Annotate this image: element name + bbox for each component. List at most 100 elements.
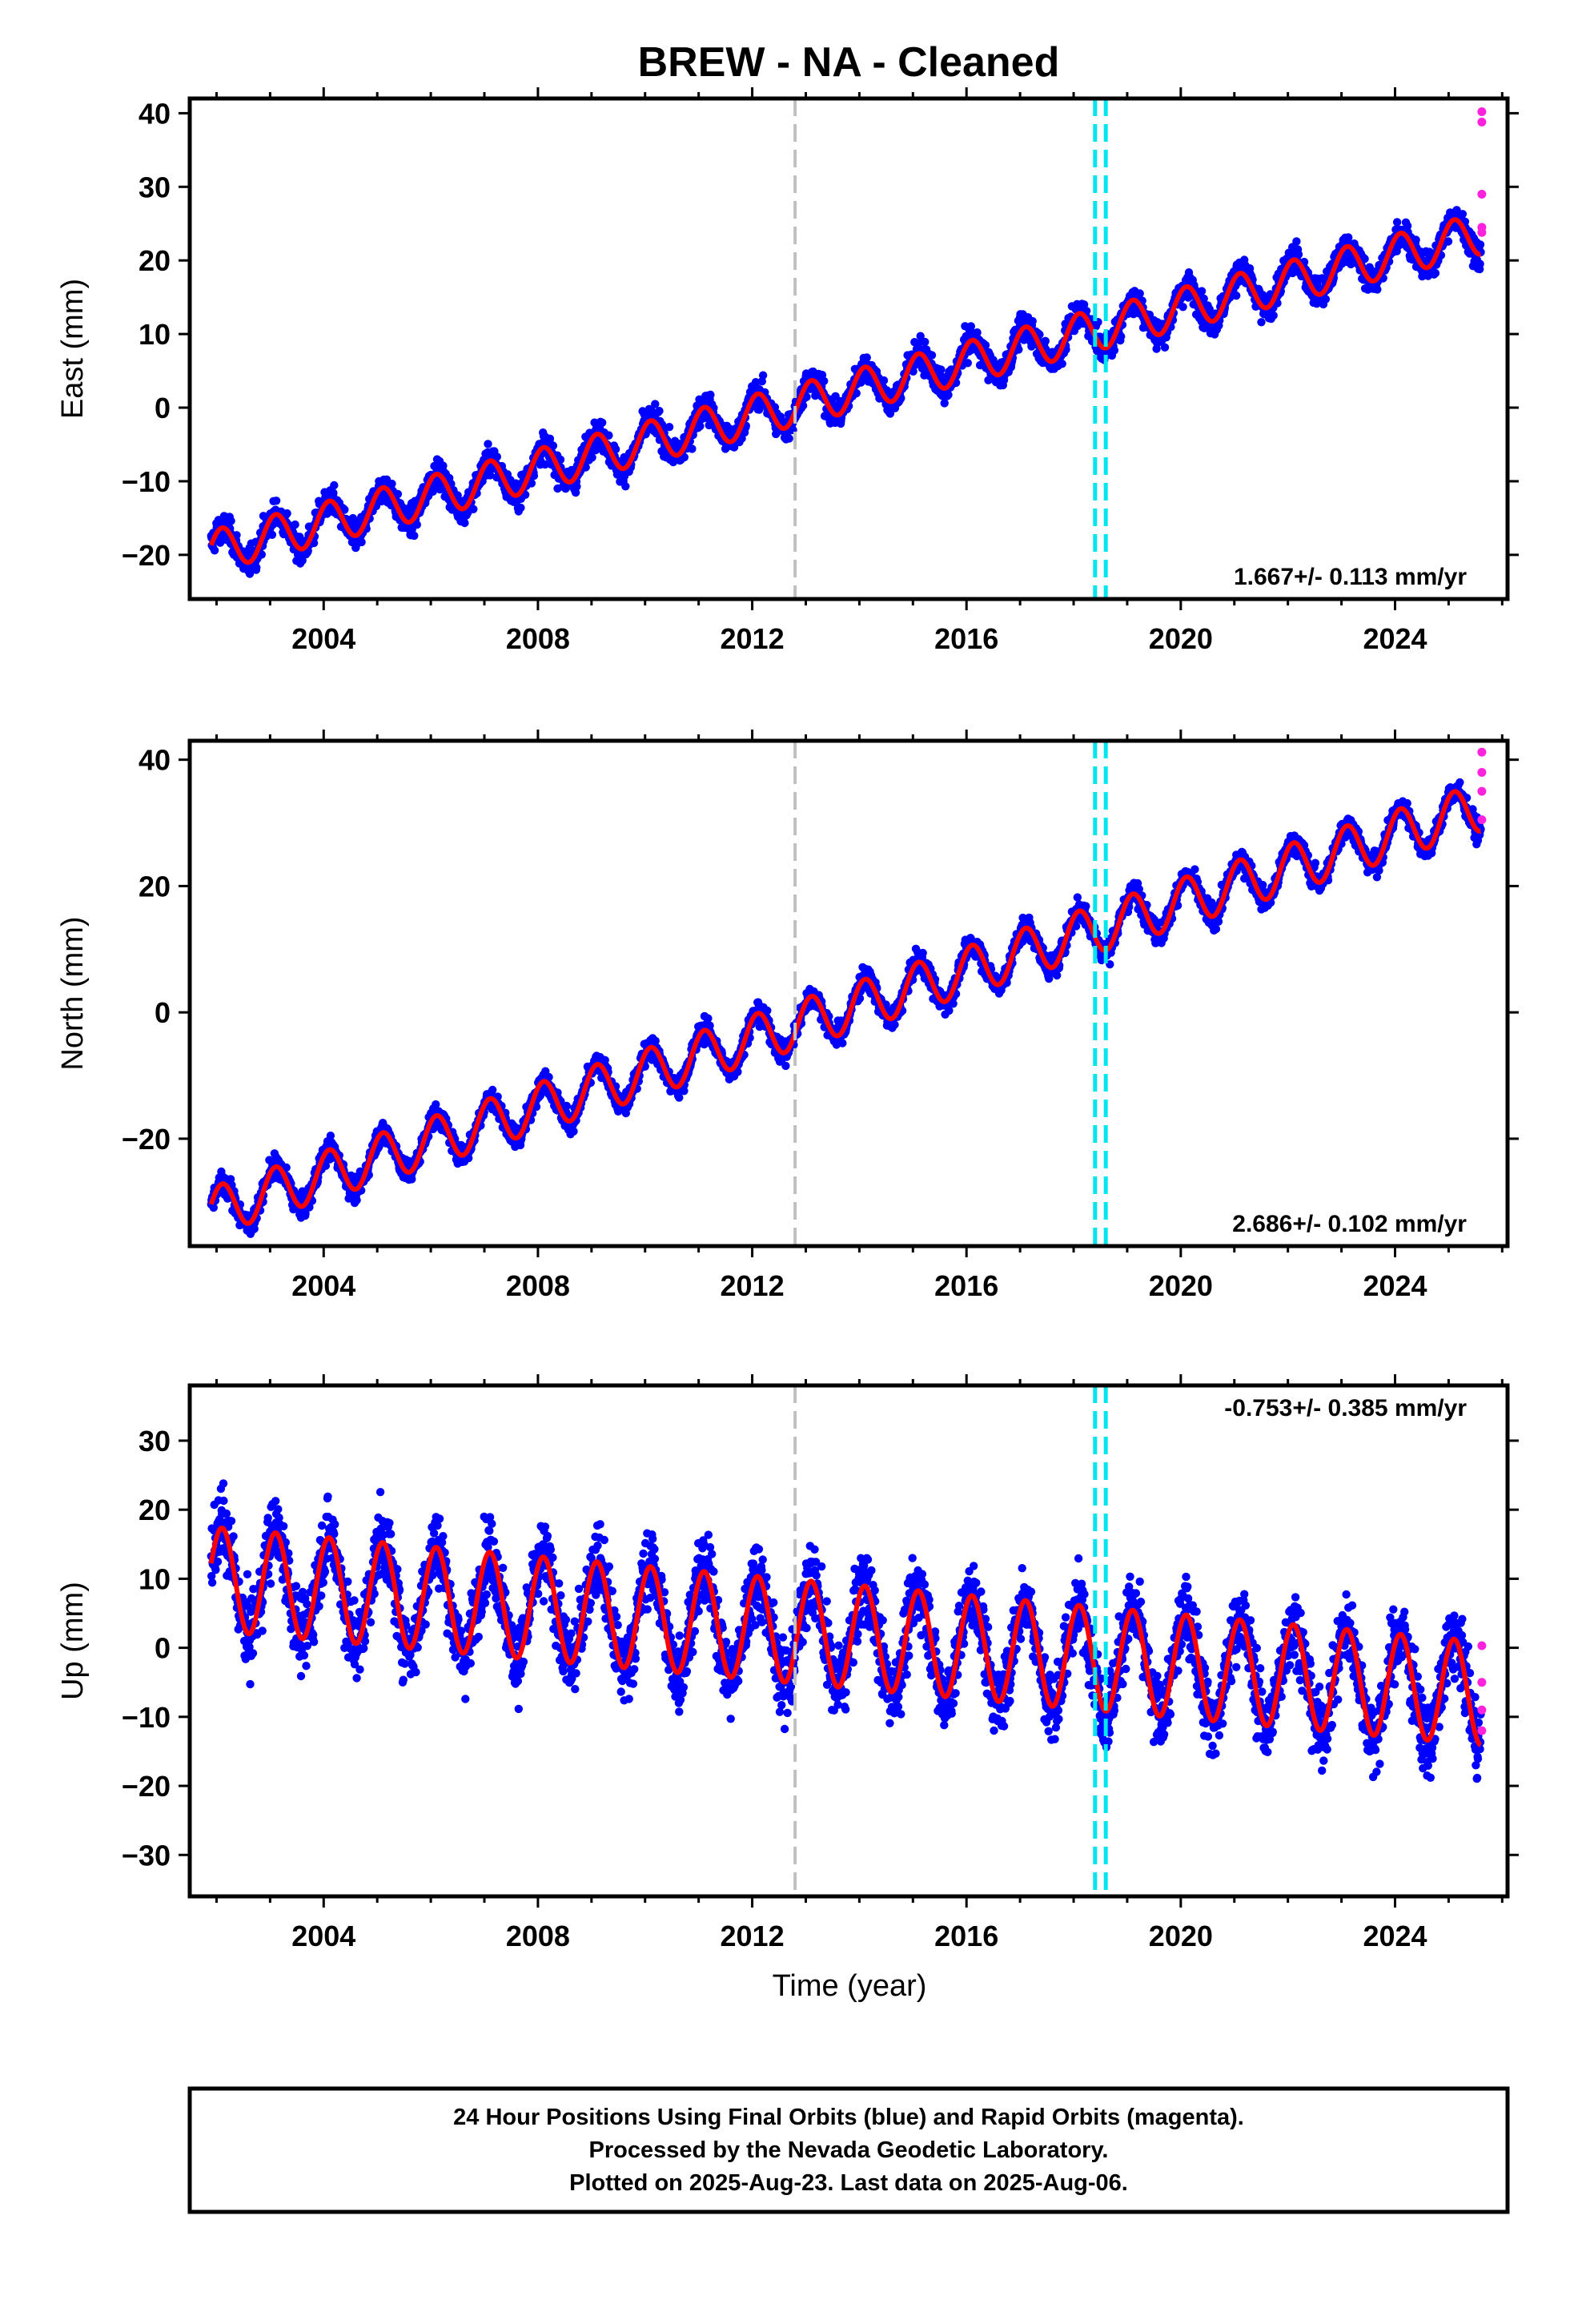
data-point [1257, 318, 1266, 327]
data-point [410, 531, 419, 541]
rapid-orbit-point [1477, 117, 1487, 127]
data-point [460, 518, 469, 528]
data-point [1292, 237, 1301, 246]
data-point [227, 517, 235, 525]
data-point [940, 399, 949, 408]
x-tick-label: 2020 [1149, 622, 1213, 655]
data-point [257, 550, 266, 559]
data-point [571, 488, 580, 497]
data-point [598, 418, 607, 427]
data-point [572, 482, 581, 491]
x-tick-label: 2004 [291, 622, 355, 655]
data-point [751, 378, 761, 387]
data-point [412, 521, 421, 529]
data-point [1028, 316, 1037, 326]
data-point [798, 401, 808, 410]
data-point [785, 434, 793, 443]
data-point [556, 455, 565, 464]
data-point [581, 463, 590, 472]
data-point [665, 423, 674, 432]
data-point [252, 563, 261, 572]
data-point [1160, 343, 1170, 352]
data-point [298, 556, 307, 565]
data-point [215, 538, 225, 547]
data-point [516, 503, 525, 513]
rapid-orbit-point [1477, 107, 1487, 117]
data-point [1269, 311, 1278, 320]
data-point [927, 351, 937, 360]
data-point [1058, 360, 1066, 368]
data-point [591, 446, 600, 455]
data-point [329, 489, 338, 497]
data-point [330, 480, 339, 490]
data-point [655, 407, 664, 416]
data-point [1321, 295, 1331, 304]
data-point [688, 444, 697, 453]
data-point [232, 531, 241, 540]
data-point [852, 388, 861, 398]
data-point [755, 405, 764, 414]
data-point [1476, 259, 1484, 268]
data-point [1232, 292, 1241, 300]
data-point [527, 479, 536, 488]
data-point [1135, 289, 1144, 298]
data-point [210, 546, 219, 555]
data-point [819, 376, 829, 385]
data-point [267, 530, 277, 539]
data-point [802, 392, 811, 401]
plot-frame [187, 96, 1510, 601]
plot-area [207, 99, 1487, 599]
y-tick-label: 40 [139, 97, 171, 130]
rapid-orbit-point [1477, 227, 1487, 237]
data-point [453, 491, 462, 500]
data-point [588, 453, 596, 462]
x-tick-label: 2008 [506, 622, 570, 655]
data-point [706, 390, 715, 400]
data-point [680, 452, 689, 462]
data-point [921, 337, 930, 347]
data-point [1197, 287, 1207, 296]
data-point [651, 400, 660, 408]
y-tick-label: 10 [139, 318, 171, 351]
data-point [209, 1203, 218, 1212]
data-point [1110, 346, 1119, 355]
data-point [393, 489, 403, 499]
data-point [1294, 250, 1303, 259]
data-point [488, 1085, 497, 1095]
data-point [1458, 210, 1468, 219]
data-point [1443, 237, 1453, 246]
data-point [1178, 303, 1187, 312]
plot-area [207, 741, 1487, 1246]
data-point [604, 431, 613, 440]
data-point [492, 452, 501, 461]
panel-east: 2004 2008 2012 2016 2020 2024−20−10010203040E… [56, 87, 1519, 655]
data-point [963, 359, 973, 368]
y-tick-label: 30 [139, 171, 171, 203]
x-tick-label: 2016 [934, 622, 998, 655]
data-point [909, 367, 917, 376]
data-point [1041, 336, 1050, 346]
final-orbit-points [207, 778, 1485, 1239]
data-point [879, 376, 889, 385]
y-axis-label: East (mm) [56, 279, 90, 419]
data-point [1373, 285, 1382, 294]
data-point [1392, 218, 1402, 227]
x-tick-label: 2024 [1363, 622, 1427, 655]
data-point [758, 371, 768, 380]
data-point [352, 1196, 361, 1204]
data-point [611, 444, 620, 454]
data-point [1411, 235, 1420, 244]
data-point [485, 471, 495, 480]
chart-title: BREW - NA - Cleaned [638, 39, 1060, 86]
data-point [562, 1101, 571, 1111]
y-tick-label: 20 [139, 244, 171, 277]
x-tick-label: 2012 [721, 622, 785, 655]
data-point [569, 1127, 578, 1136]
data-point [529, 471, 539, 480]
data-point [937, 365, 946, 374]
rapid-orbit-point [1477, 189, 1487, 199]
data-point [469, 505, 478, 513]
data-point [387, 479, 396, 489]
